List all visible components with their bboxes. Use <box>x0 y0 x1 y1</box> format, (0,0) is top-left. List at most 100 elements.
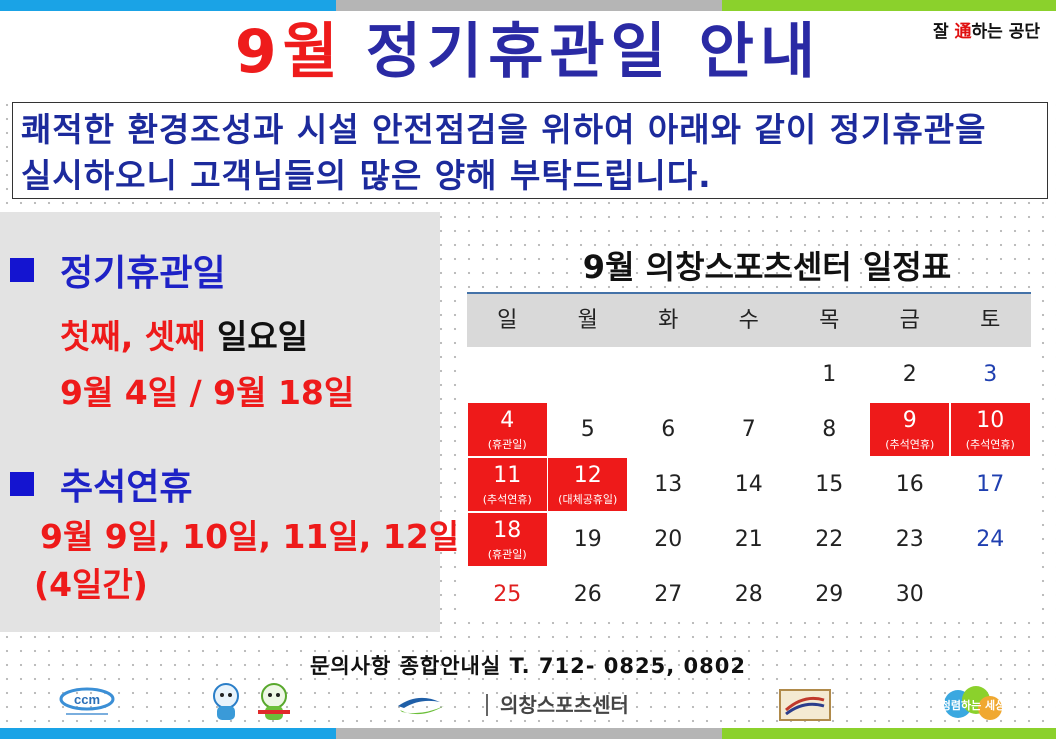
calendar-day <box>628 348 709 401</box>
calendar-week-row: 1 2 3 <box>467 347 1031 402</box>
calendar-day: 8 <box>789 403 870 456</box>
day-number: 7 <box>741 417 756 442</box>
slogan: 잘 通하는 공단 <box>932 22 1040 42</box>
day-number: 4 <box>500 407 515 433</box>
calendar-day: 17 <box>950 458 1031 511</box>
calendar-day: 23 <box>870 513 951 566</box>
square-bullet-icon <box>10 472 34 496</box>
calendar-day-closed: 4 (휴관일) <box>467 403 547 456</box>
day-number: 29 <box>815 582 844 607</box>
sports-center-logo: 의창스포츠센터 <box>398 693 629 717</box>
calendar-day: 19 <box>548 513 629 566</box>
day-number: 23 <box>895 527 924 552</box>
chuseok-duration: (4일간) <box>34 565 148 604</box>
integrity-badge-logo: 청렴하는 세상 <box>941 686 1006 720</box>
calendar-day-closed: 12 (대체공휴일) <box>548 458 628 511</box>
calendar-day-closed: 11 (추석연휴) <box>467 458 547 511</box>
day-note: (추석연휴) <box>885 437 935 451</box>
calendar-day <box>467 348 548 401</box>
svg-text:청렴하는 세상: 청렴하는 세상 <box>941 698 1006 712</box>
bottom-color-bar <box>0 728 1056 739</box>
weekday-label: 수 <box>738 308 759 333</box>
day-number: 1 <box>822 362 837 387</box>
day-note: (휴관일) <box>487 437 527 451</box>
weekday-label: 화 <box>658 308 679 333</box>
title-month: 9월 <box>234 17 344 87</box>
day-number: 24 <box>976 527 1005 552</box>
day-number: 20 <box>654 527 683 552</box>
calendar-day: 2 <box>870 348 951 401</box>
calendar-day: 14 <box>709 458 790 511</box>
calendar-day: 13 <box>628 458 709 511</box>
calendar-day-closed: 10 (추석연휴) <box>950 403 1030 456</box>
day-number: 3 <box>983 362 998 387</box>
notice-box: 쾌적한 환경조성과 시설 안전점검을 위하여 아래와 같이 정기휴관을 실시하오… <box>12 102 1048 199</box>
day-number: 21 <box>734 527 763 552</box>
day-number: 6 <box>661 417 676 442</box>
day-number: 16 <box>895 472 924 497</box>
day-number: 25 <box>493 582 522 607</box>
day-number: 26 <box>573 582 602 607</box>
day-note: (추석연휴) <box>482 492 532 506</box>
calendar-day <box>709 348 790 401</box>
seal-logo <box>779 689 831 721</box>
day-number: 5 <box>580 417 595 442</box>
calendar-day: 25 <box>467 568 548 621</box>
day-number: 9 <box>902 407 917 433</box>
calendar-day: 24 <box>950 513 1031 566</box>
calendar-day <box>950 568 1031 621</box>
calendar-day: 6 <box>628 403 709 456</box>
weekday-label: 일 <box>497 308 518 333</box>
day-number: 13 <box>654 472 683 497</box>
day-number: 17 <box>976 472 1005 497</box>
chuseok-heading: 추석연휴 <box>10 458 192 510</box>
calendar-day: 5 <box>548 403 629 456</box>
calendar-day: 27 <box>628 568 709 621</box>
calendar-day: 29 <box>789 568 870 621</box>
calendar-day: 30 <box>870 568 951 621</box>
day-number: 12 <box>573 462 602 488</box>
day-number: 18 <box>493 517 522 543</box>
page-title: 9월 정기휴관일 안내 <box>0 17 1056 87</box>
day-number: 2 <box>902 362 917 387</box>
calendar-day: 21 <box>709 513 790 566</box>
day-number: 14 <box>734 472 763 497</box>
ccm-logo: ccm <box>59 687 115 715</box>
contact-info: 문의사항 종합안내실 T. 712- 0825, 0802 <box>310 654 746 678</box>
mascot-logo <box>213 683 290 720</box>
calendar-day-closed: 9 (추석연휴) <box>870 403 950 456</box>
day-note: (휴관일) <box>487 547 527 561</box>
regular-closure-heading: 정기휴관일 <box>10 244 226 296</box>
calendar-day: 15 <box>789 458 870 511</box>
title-rest: 정기휴관일 안내 <box>365 17 822 87</box>
calendar-weeks: 1 2 3 4 (휴관일) 5 6 7 8 9 (추석연휴) 10 (추석연휴) 11 (추석연휴) 12 (대… <box>467 347 1031 622</box>
calendar-week-row: 4 (휴관일) 5 6 7 8 9 (추석연휴) 10 (추석연휴) <box>467 402 1031 457</box>
day-number: 10 <box>976 407 1005 433</box>
regular-closure-weeks: 첫째, 셋째 일요일 <box>60 317 309 356</box>
calendar-title: 9월 의창스포츠센터 일정표 <box>582 248 952 286</box>
calendar-day: 22 <box>789 513 870 566</box>
svg-text:의창스포츠센터: 의창스포츠센터 <box>500 693 629 717</box>
weekday-label: 토 <box>980 308 1001 333</box>
day-number: 30 <box>895 582 924 607</box>
calendar-day <box>548 348 629 401</box>
day-number: 22 <box>815 527 844 552</box>
calendar-week-row: 11 (추석연휴) 12 (대체공휴일) 13 14 15 16 17 <box>467 457 1031 512</box>
calendar-day: 28 <box>709 568 790 621</box>
notice-text: 쾌적한 환경조성과 시설 안전점검을 위하여 아래와 같이 정기휴관을 실시하오… <box>21 110 987 195</box>
day-number: 27 <box>654 582 683 607</box>
day-number: 28 <box>734 582 763 607</box>
calendar-day: 26 <box>548 568 629 621</box>
day-note: (추석연휴) <box>965 437 1015 451</box>
calendar-day: 16 <box>870 458 951 511</box>
weekday-label: 금 <box>899 308 920 333</box>
calendar-week-row: 25 26 27 28 29 30 <box>467 567 1031 622</box>
day-number: 19 <box>573 527 602 552</box>
svg-text:ccm: ccm <box>74 692 100 707</box>
weekday-label: 목 <box>819 308 840 333</box>
calendar-day: 1 <box>789 348 870 401</box>
day-number: 11 <box>493 462 522 488</box>
calendar-day: 3 <box>950 348 1031 401</box>
